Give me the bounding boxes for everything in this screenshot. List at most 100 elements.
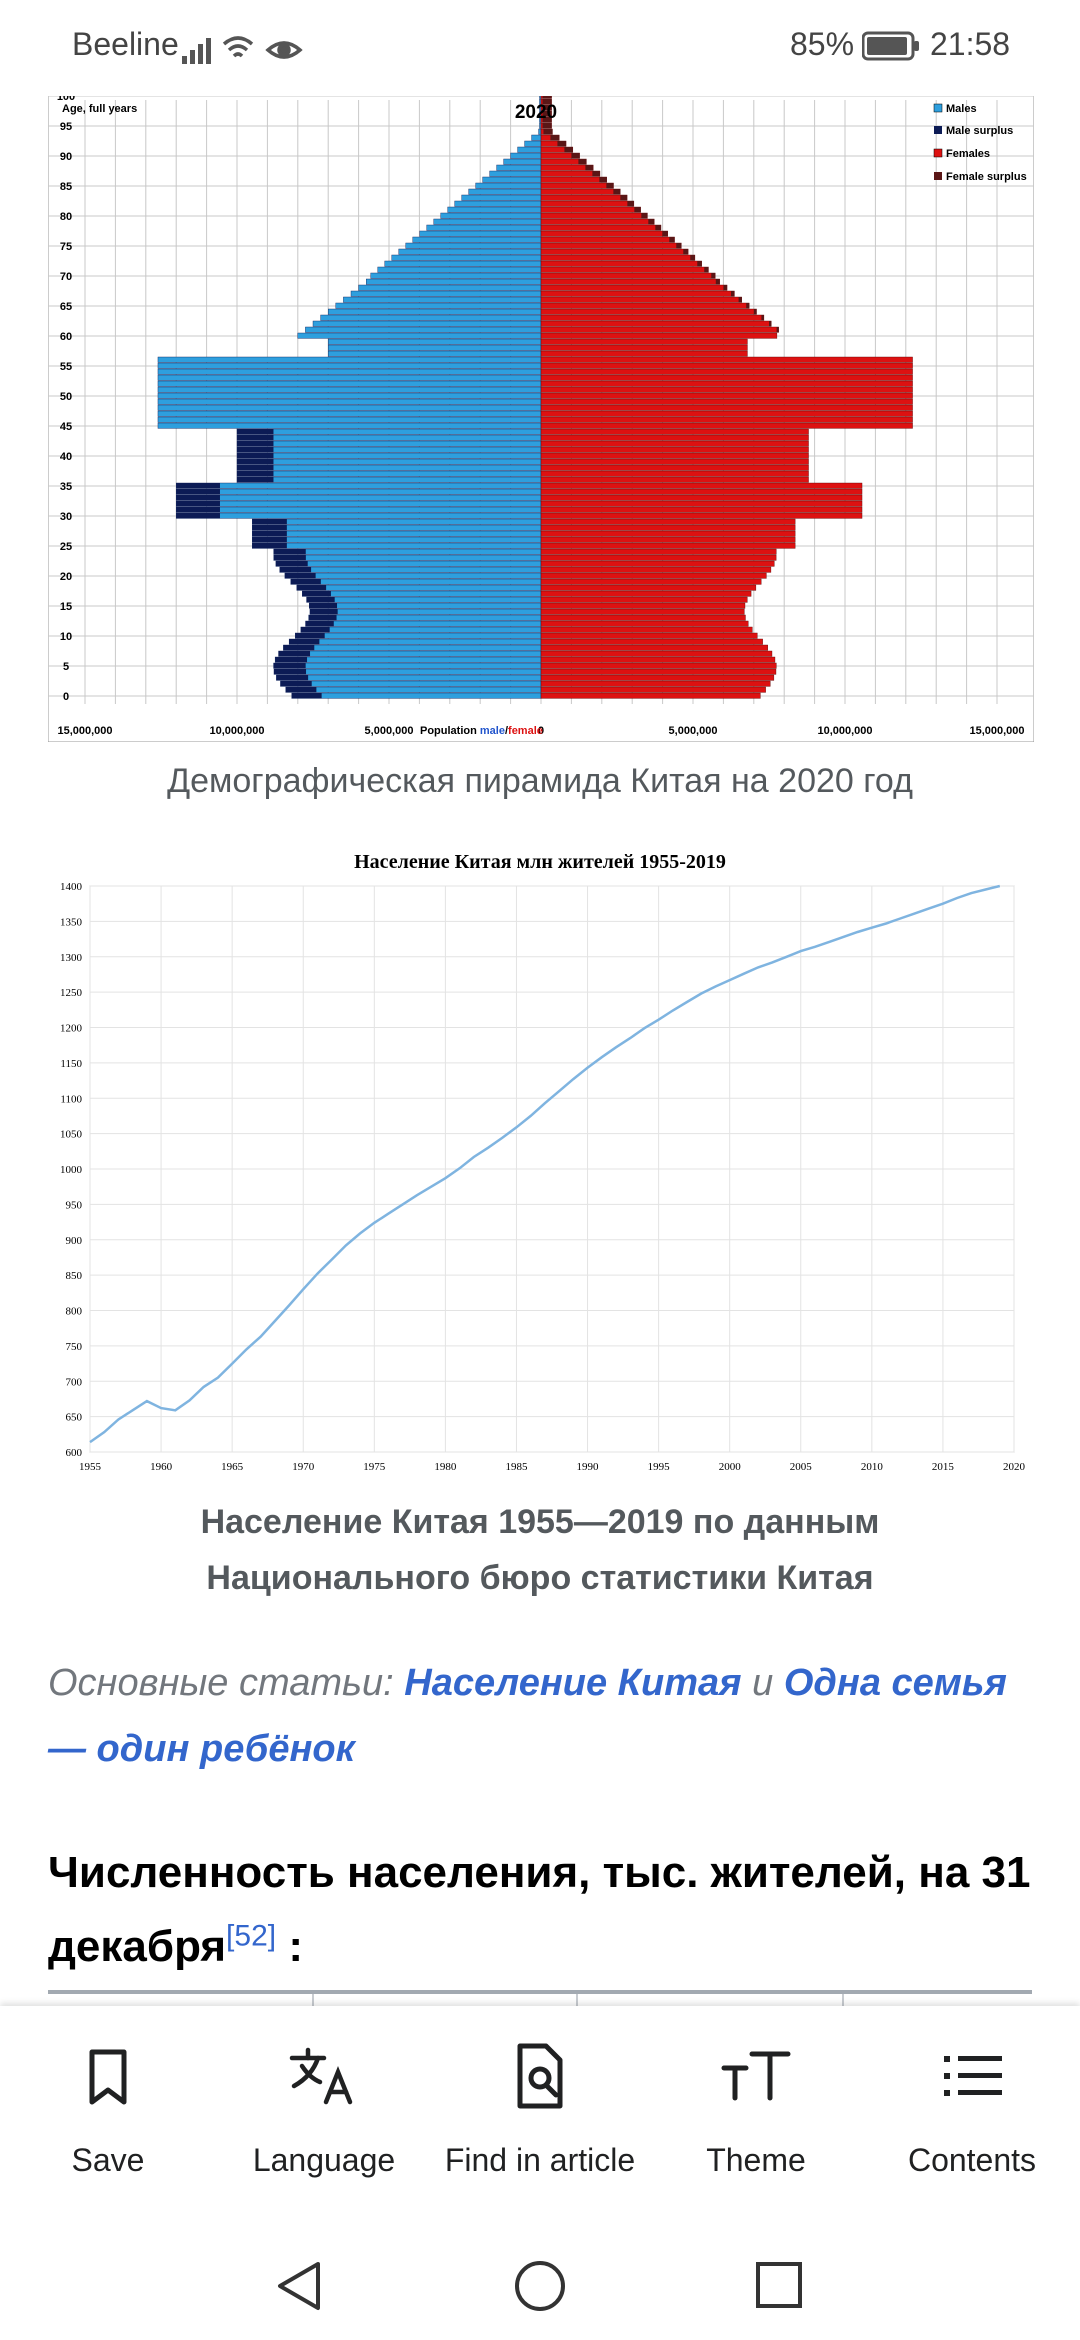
y-tick-label: 850 — [66, 1270, 83, 1282]
female-bar — [540, 302, 750, 309]
female-surplus-bar — [662, 231, 668, 237]
y-tick-label: 1100 — [60, 1093, 82, 1105]
male-surplus-bar — [237, 477, 274, 483]
population-line-chart-figure[interactable]: Население Китая млн жителей 1955-2019 60… — [40, 840, 1040, 1480]
save-button[interactable]: Save — [0, 2006, 216, 2216]
female-bar — [540, 212, 648, 219]
female-surplus-bar — [606, 183, 614, 189]
male-bar — [236, 428, 542, 435]
pyramid-caption: Демографическая пирамида Китая на 2020 г… — [167, 762, 913, 800]
find-in-article-button[interactable]: Find in article — [432, 2006, 648, 2216]
female-bar — [540, 638, 763, 645]
female-surplus-bar — [634, 207, 641, 213]
male-bar — [308, 614, 542, 621]
male-bar — [157, 416, 542, 423]
male-bar — [273, 554, 542, 561]
battery-percent: 85% — [790, 26, 855, 62]
y-tick-label: 1000 — [60, 1164, 83, 1176]
male-bar — [328, 308, 542, 315]
pyramid-x-tick: 15,000,000 — [57, 725, 112, 737]
female-surplus-bar — [620, 195, 628, 201]
male-bar — [175, 494, 542, 501]
male-bar — [175, 512, 542, 519]
pyramid-age-tick: 35 — [60, 481, 72, 493]
female-bar — [540, 464, 809, 471]
male-bar — [251, 536, 542, 543]
male-bar — [405, 242, 542, 249]
female-surplus-bar — [542, 93, 552, 99]
population-pyramid-chart: 1009590858075706560555045403530252015105… — [47, 91, 1035, 743]
pyramid-age-tick: 10 — [60, 631, 72, 643]
male-bar — [343, 296, 542, 303]
y-tick-label: 800 — [66, 1306, 83, 1318]
female-bar — [540, 428, 809, 435]
female-bar — [540, 194, 628, 201]
male-surplus-bar — [296, 585, 327, 591]
clock: 21:58 — [930, 26, 1011, 62]
male-bar — [157, 392, 542, 399]
main-articles-hatnote: Основные статьи: Население Китая и Одна … — [48, 1650, 1038, 1782]
male-bar — [157, 404, 542, 411]
male-surplus-bar — [305, 621, 334, 627]
female-bar — [540, 284, 728, 291]
contents-button[interactable]: Contents — [864, 2006, 1080, 2216]
male-bar — [531, 134, 542, 141]
male-bar — [328, 344, 542, 351]
female-surplus-bar — [715, 279, 720, 285]
female-bar — [540, 248, 689, 255]
male-surplus-bar — [237, 453, 274, 459]
male-bar — [539, 122, 542, 129]
language-button[interactable]: Language — [216, 2006, 432, 2216]
male-surplus-bar — [237, 429, 274, 435]
list-icon — [944, 2056, 1002, 2096]
male-bar — [288, 638, 542, 645]
female-bar — [540, 254, 696, 261]
male-bar — [503, 158, 542, 165]
pyramid-bars — [157, 92, 913, 699]
pyramid-age-tick: 40 — [60, 451, 72, 463]
male-bar — [285, 686, 542, 693]
pyramid-age-tick: 0 — [63, 691, 69, 703]
pyramid-x-tick: 5,000,000 — [365, 725, 414, 737]
male-bar — [366, 278, 542, 285]
male-bar — [157, 398, 542, 405]
population-pyramid-figure[interactable]: 100 95 90 85 80 75 70 65 60 55 50 45 40 35 30 25 20 15 10 5… — [47, 91, 1035, 743]
female-bar — [540, 164, 594, 171]
reference-link[interactable]: [52] — [226, 1919, 277, 1953]
female-surplus-bar — [738, 297, 742, 303]
female-surplus-bar — [676, 243, 682, 249]
female-bar — [540, 392, 913, 399]
legend-females: Females — [946, 148, 990, 160]
female-bar — [540, 506, 863, 513]
female-surplus-bar — [543, 129, 553, 135]
link-population-of-china[interactable]: Население Китая — [404, 1662, 742, 1704]
hatnote-conjunction: и — [741, 1662, 784, 1704]
theme-button[interactable]: Theme — [648, 2006, 864, 2216]
male-surplus-bar — [306, 597, 335, 603]
male-bar — [251, 542, 542, 549]
female-bar — [540, 584, 757, 591]
male-bar — [538, 128, 542, 135]
male-surplus-bar — [295, 633, 325, 639]
carrier-name: Beeline — [72, 26, 179, 62]
female-bar — [540, 398, 913, 405]
female-bar — [540, 218, 655, 225]
section-heading-suffix: : — [288, 1922, 303, 1971]
female-bar — [540, 518, 796, 525]
pyramid-age-tick: 65 — [60, 301, 72, 313]
male-bar — [175, 482, 542, 489]
x-tick-label: 1985 — [505, 1461, 528, 1473]
male-bar — [454, 200, 542, 207]
recents-icon[interactable] — [754, 2260, 806, 2312]
home-icon[interactable] — [512, 2258, 568, 2314]
female-bar — [540, 632, 758, 639]
link-one-child-policy[interactable]: Одна семья — один ребёнок — [48, 1662, 1007, 1770]
female-bar — [540, 662, 777, 669]
pyramid-age-tick: 50 — [60, 391, 72, 403]
male-bar — [517, 146, 542, 153]
female-bar — [540, 668, 777, 675]
theme-label: Theme — [706, 2142, 806, 2178]
male-bar — [157, 362, 542, 369]
back-icon[interactable] — [272, 2258, 328, 2314]
male-bar — [251, 524, 542, 531]
